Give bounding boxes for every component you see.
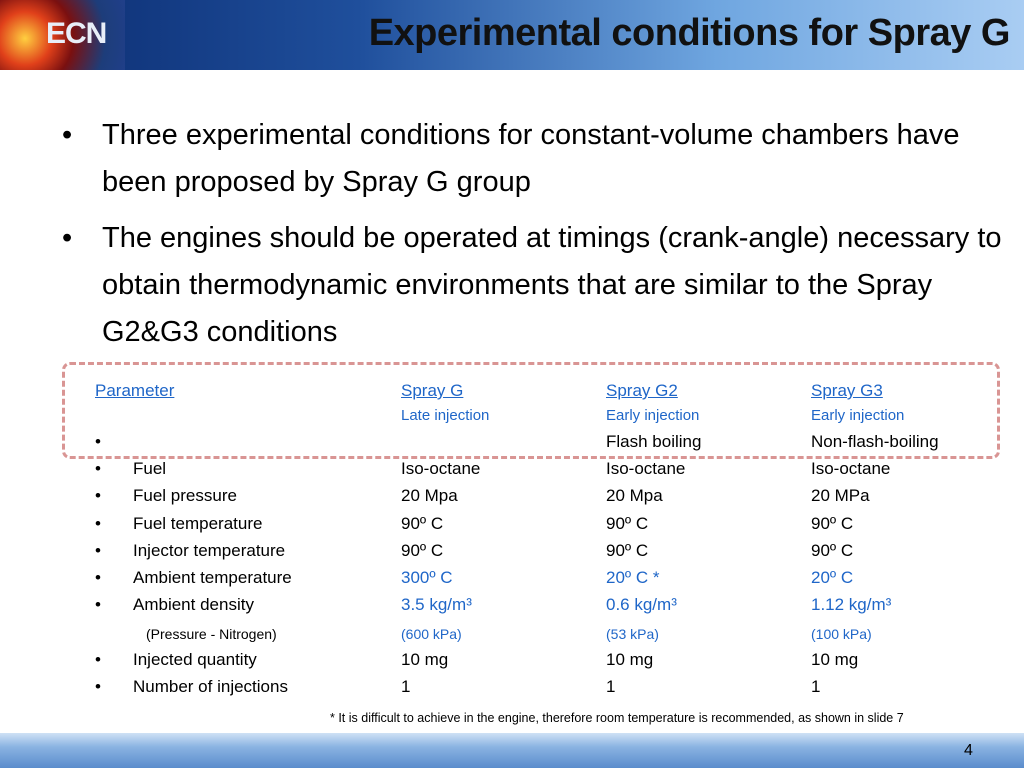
- row-label: Fuel pressure: [133, 486, 237, 505]
- row-value: 300º C: [401, 568, 453, 587]
- row-value: 90º C: [606, 514, 649, 533]
- row-value: Non-flash-boiling: [811, 432, 939, 451]
- row-value: 1: [811, 677, 821, 696]
- row-bullet: •: [95, 432, 101, 451]
- row-value: 10 mg: [811, 650, 859, 669]
- footnote: * It is difficult to achieve in the engi…: [330, 711, 904, 725]
- row-label: Fuel: [133, 459, 167, 478]
- page-number: 4: [964, 742, 973, 759]
- row-value: 1: [401, 677, 411, 696]
- row-bullet: •: [95, 677, 101, 696]
- logo: ECN: [0, 0, 125, 70]
- row-bullet: •: [95, 541, 101, 560]
- row-bullet: •: [95, 459, 101, 478]
- row-value: 90º C: [401, 514, 444, 533]
- bullet: The engines should be operated at timing…: [62, 215, 1012, 356]
- row-value: (53 kPa): [606, 626, 659, 642]
- row-value: 3.5 kg/m³: [401, 595, 472, 614]
- row-bullet: •: [95, 514, 101, 533]
- row-label: (Pressure - Nitrogen): [146, 626, 277, 642]
- highlight-box: [62, 362, 1000, 459]
- row-label: Ambient density: [133, 595, 254, 614]
- header-bar: [0, 0, 1024, 70]
- row-label: Number of injections: [133, 677, 288, 696]
- row-value: 1: [606, 677, 616, 696]
- column-header: Spray G3: [811, 381, 883, 400]
- row-value: Iso-octane: [401, 459, 481, 478]
- row-value: 10 mg: [606, 650, 654, 669]
- row-label: Injector temperature: [133, 541, 286, 560]
- row-label: Ambient temperature: [133, 568, 292, 587]
- bullet: Three experimental conditions for consta…: [62, 112, 1012, 206]
- row-bullet: •: [95, 595, 101, 614]
- row-value: (100 kPa): [811, 626, 872, 642]
- column-header: Spray G: [401, 381, 464, 400]
- row-value: 10 mg: [401, 650, 449, 669]
- row-value: 0.6 kg/m³: [606, 595, 677, 614]
- row-bullet: •: [95, 486, 101, 505]
- row-bullet: •: [95, 650, 101, 669]
- column-subheader: Early injection: [606, 407, 700, 424]
- row-value: 90º C: [811, 514, 854, 533]
- row-value: Iso-octane: [811, 459, 891, 478]
- row-value: 90º C: [811, 541, 854, 560]
- row-value: Iso-octane: [606, 459, 686, 478]
- row-value: 90º C: [606, 541, 649, 560]
- logo-text: ECN: [46, 17, 107, 50]
- row-value: 20 Mpa: [606, 486, 663, 505]
- row-value: 20º C *: [606, 568, 660, 587]
- column-header: Parameter: [95, 381, 175, 400]
- column-subheader: Late injection: [401, 407, 490, 424]
- row-label: Injected quantity: [133, 650, 257, 669]
- footer-bar: [0, 733, 1024, 768]
- row-value: 20º C: [811, 568, 854, 587]
- row-bullet: •: [95, 568, 101, 587]
- row-value: 1.12 kg/m³: [811, 595, 892, 614]
- column-header: Spray G2: [606, 381, 678, 400]
- row-value: (600 kPa): [401, 626, 462, 642]
- row-value: 20 MPa: [811, 486, 870, 505]
- bullet-list: Three experimental conditions for consta…: [62, 112, 1012, 365]
- row-value: 20 Mpa: [401, 486, 458, 505]
- column-subheader: Early injection: [811, 407, 905, 424]
- row-value: Flash boiling: [606, 432, 702, 451]
- row-value: 90º C: [401, 541, 444, 560]
- row-label: Fuel temperature: [133, 514, 263, 533]
- slide-title: Experimental conditions for Spray G: [368, 12, 1011, 54]
